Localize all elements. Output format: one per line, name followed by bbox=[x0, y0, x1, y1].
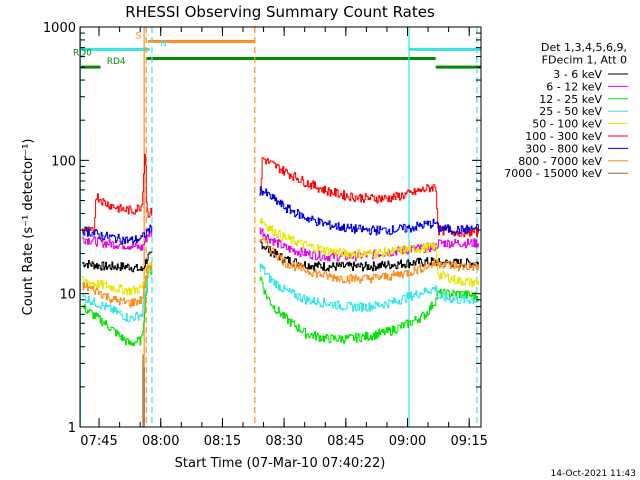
series-line bbox=[259, 186, 479, 236]
x-axis-label: Start Time (07-Mar-10 07:40:22) bbox=[175, 456, 386, 471]
flag-label-n: N bbox=[160, 39, 167, 49]
series-line bbox=[259, 276, 479, 344]
legend-label: 7000 - 15000 keV bbox=[504, 167, 602, 180]
y-tick-label: 10 bbox=[59, 288, 76, 303]
legend-label: 6 - 12 keV bbox=[546, 80, 602, 93]
axes: 1 10 100 1000 07:45 08:00 08:15 08:30 08:45 09:00… bbox=[43, 21, 488, 449]
plot-frame bbox=[79, 26, 482, 428]
x-tick-label: 08:45 bbox=[327, 434, 364, 449]
x-tick-label: 07:45 bbox=[80, 434, 117, 449]
timestamp: 14-Oct-2021 11:43 bbox=[551, 469, 636, 479]
y-tick-label: 1000 bbox=[43, 21, 76, 36]
x-tick-label: 09:00 bbox=[389, 434, 426, 449]
x-tick-label: 09:15 bbox=[450, 434, 487, 449]
legend-header: Det 1,3,4,5,6,9, bbox=[541, 41, 627, 54]
legend-label: 50 - 100 keV bbox=[532, 118, 602, 131]
y-tick-label: 100 bbox=[51, 154, 76, 169]
series-lines bbox=[82, 153, 479, 427]
x-tick-label: 08:15 bbox=[204, 434, 241, 449]
x-tick-label: 08:00 bbox=[142, 434, 179, 449]
y-axis-label: Count Rate (s⁻¹ detector⁻¹) bbox=[21, 139, 36, 316]
series-line bbox=[142, 354, 145, 427]
series-line bbox=[82, 251, 153, 273]
series-line bbox=[82, 261, 153, 308]
series-line bbox=[82, 224, 153, 245]
series-line bbox=[82, 153, 153, 236]
series-line bbox=[82, 265, 153, 347]
series-line bbox=[82, 262, 153, 296]
event-vlines bbox=[79, 27, 478, 427]
series-line bbox=[259, 237, 479, 284]
series-line bbox=[259, 240, 479, 272]
series-line bbox=[259, 218, 479, 288]
series-line bbox=[82, 265, 153, 323]
legend: Det 1,3,4,5,6,9,FDecim 1, Att 03 - 6 keV… bbox=[504, 41, 628, 180]
series-line bbox=[259, 263, 479, 312]
legend-header: FDecim 1, Att 0 bbox=[542, 54, 627, 67]
x-tick-label: 08:30 bbox=[265, 434, 302, 449]
series-line bbox=[82, 230, 153, 251]
flag-label-rd0: RD0 bbox=[73, 49, 92, 59]
legend-label: 12 - 25 keV bbox=[539, 93, 602, 106]
flag-label-s: S bbox=[136, 31, 142, 41]
legend-label: 800 - 7000 keV bbox=[518, 155, 602, 168]
flag-label-rd4: RD4 bbox=[107, 57, 126, 67]
legend-label: 100 - 300 keV bbox=[525, 130, 602, 143]
legend-label: 25 - 50 keV bbox=[539, 105, 602, 118]
y-tick-label: 1 bbox=[68, 421, 76, 436]
legend-label: 3 - 6 keV bbox=[553, 68, 602, 81]
legend-label: 300 - 800 keV bbox=[525, 142, 602, 155]
series-line bbox=[259, 227, 479, 262]
chart-title: RHESSI Observing Summary Count Rates bbox=[125, 3, 435, 21]
flag-bars: S N RD0 RD4 bbox=[73, 31, 481, 69]
